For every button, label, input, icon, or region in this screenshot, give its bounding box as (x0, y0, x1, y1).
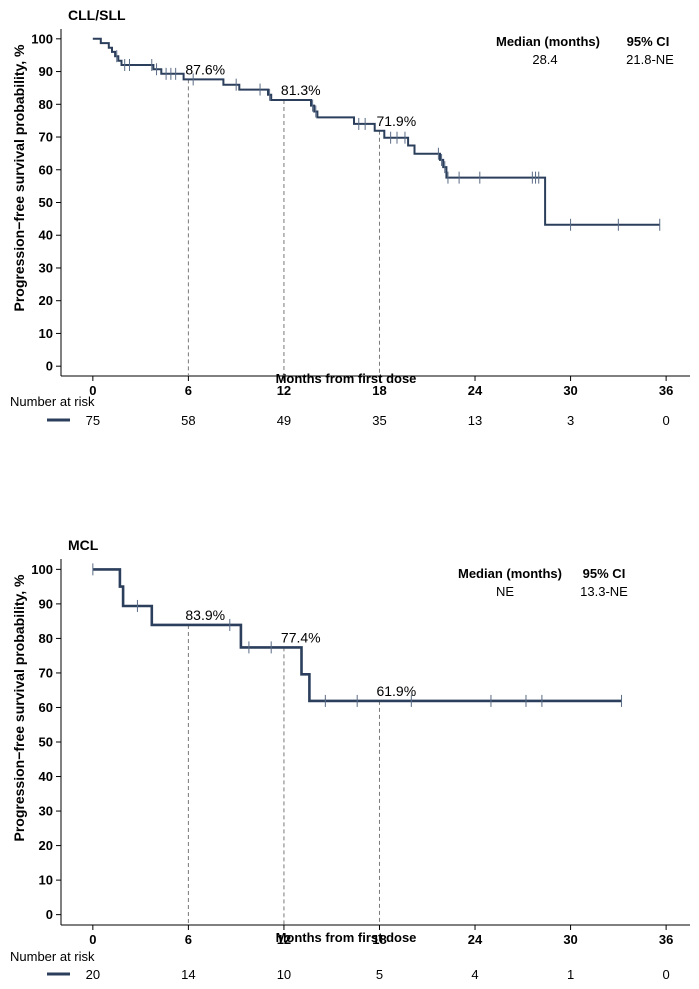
y-tick-label: 30 (39, 804, 53, 819)
risk-count: 75 (86, 413, 100, 428)
x-tick-label: 0 (89, 932, 96, 947)
legend-median-value: NE (496, 584, 514, 599)
risk-count: 14 (181, 967, 195, 982)
risk-count: 13 (468, 413, 482, 428)
plot-area: 0 10 20 30 40 50 60 70 80 90 100 0 6 12 18 24 30 36 87.6% 8… (31, 29, 690, 398)
x-tick-label: 24 (468, 383, 483, 398)
risk-count: 3 (567, 413, 574, 428)
risk-count: 0 (662, 967, 669, 982)
risk-count: 1 (567, 967, 574, 982)
panel-title: CLL/SLL (68, 7, 126, 23)
landmark-label: 61.9% (376, 683, 416, 699)
x-tick-label: 12 (277, 932, 291, 947)
y-tick-label: 60 (39, 700, 53, 715)
risk-count: 49 (277, 413, 291, 428)
y-tick-label: 90 (39, 64, 53, 79)
y-tick-label: 70 (39, 130, 53, 145)
landmark-label: 87.6% (185, 61, 225, 77)
y-tick-label: 0 (46, 907, 53, 922)
legend-ci-header: 95% CI (583, 566, 626, 581)
legend-ci-value: 13.3-NE (580, 584, 628, 599)
landmark-label: 83.9% (185, 607, 225, 623)
x-tick-label: 30 (563, 932, 577, 947)
x-axis-label: Months from first dose (276, 371, 417, 386)
y-tick-label: 70 (39, 665, 53, 680)
panel-title: MCL (68, 537, 99, 553)
risk-count: 20 (86, 967, 100, 982)
risk-table-row: 75 58 49 35 13 3 0 (86, 413, 670, 428)
x-tick-label: 0 (89, 383, 96, 398)
survival-curve (92, 568, 622, 703)
legend-ci-value: 21.8-NE (626, 52, 674, 67)
y-tick-label: 60 (39, 162, 53, 177)
y-tick-label: 30 (39, 260, 53, 275)
legend-median-value: 28.4 (532, 52, 557, 67)
y-tick-label: 100 (31, 31, 53, 46)
x-tick-label: 30 (563, 383, 577, 398)
x-axis-label: Months from first dose (276, 930, 417, 945)
risk-count: 35 (372, 413, 386, 428)
landmark-label: 71.9% (376, 113, 416, 129)
risk-table-row: 20 14 10 5 4 1 0 (86, 967, 670, 982)
x-tick-label: 36 (659, 383, 673, 398)
y-tick-label: 40 (39, 228, 53, 243)
y-tick-label: 80 (39, 97, 53, 112)
x-tick-label: 24 (468, 932, 483, 947)
y-tick-label: 0 (46, 359, 53, 374)
landmark-label: 77.4% (281, 629, 321, 645)
legend-ci-header: 95% CI (627, 34, 670, 49)
y-tick-label: 20 (39, 293, 53, 308)
risk-table-title: Number at risk (10, 949, 95, 964)
legend-median-header: Median (months) (458, 566, 562, 581)
y-tick-label: 50 (39, 195, 53, 210)
risk-count: 4 (471, 967, 478, 982)
risk-count: 5 (376, 967, 383, 982)
y-tick-label: 50 (39, 735, 53, 750)
x-tick-label: 18 (372, 383, 386, 398)
risk-table-title: Number at risk (10, 394, 95, 409)
x-tick-label: 18 (372, 932, 386, 947)
landmark-label: 81.3% (281, 82, 321, 98)
x-tick-label: 6 (185, 383, 192, 398)
risk-count: 10 (277, 967, 291, 982)
y-tick-label: 10 (39, 873, 53, 888)
y-tick-label: 90 (39, 596, 53, 611)
y-axis-label: Progression−free survival probability, % (11, 44, 27, 312)
y-tick-label: 10 (39, 326, 53, 341)
x-tick-label: 36 (659, 932, 673, 947)
y-tick-label: 80 (39, 631, 53, 646)
risk-count: 0 (662, 413, 669, 428)
y-tick-label: 40 (39, 769, 53, 784)
mcl-panel: MCL Progression−free survival probabilit… (10, 537, 690, 982)
y-axis-label: Progression−free survival probability, % (11, 574, 27, 842)
x-tick-label: 12 (277, 383, 291, 398)
x-tick-label: 6 (185, 932, 192, 947)
legend-median-header: Median (months) (496, 34, 600, 49)
risk-count: 58 (181, 413, 195, 428)
survival-curve (92, 37, 660, 226)
y-tick-label: 20 (39, 838, 53, 853)
plot-area: 0 10 20 30 40 50 60 70 80 90 100 0 6 12 18 24 30 36 83.9% 7… (31, 559, 690, 947)
y-tick-label: 100 (31, 562, 53, 577)
cll-sll-panel: CLL/SLL Progression−free survival probab… (10, 7, 690, 428)
